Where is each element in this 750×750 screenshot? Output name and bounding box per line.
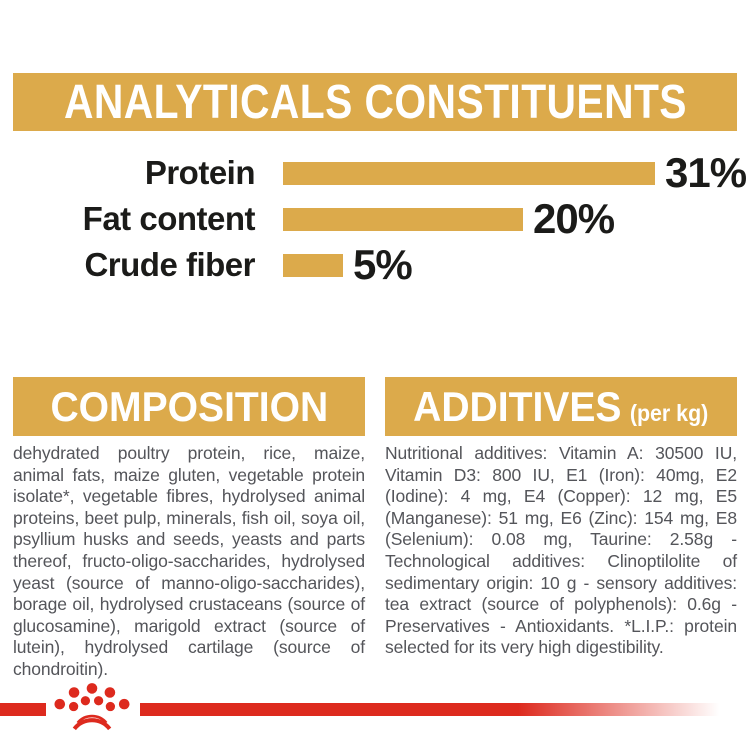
- bar-value: 20%: [533, 195, 615, 242]
- bar: [283, 207, 523, 231]
- additives-body: Nutritional additives: Vitamin A: 30500 …: [385, 443, 737, 658]
- additives-title-suffix: (per kg): [630, 399, 709, 426]
- chart-row: Fat content 20%: [0, 195, 750, 242]
- analyticals-title: ANALYTICALS CONSTITUENTS: [63, 75, 687, 129]
- analyticals-banner: ANALYTICALS CONSTITUENTS: [13, 73, 737, 131]
- composition-banner: COMPOSITION: [13, 377, 365, 436]
- additives-title: ADDITIVES (per kg): [413, 382, 709, 430]
- additives-banner: ADDITIVES (per kg): [385, 377, 737, 436]
- footer-rule-right: [140, 703, 750, 716]
- bar-label: Fat content: [82, 200, 256, 237]
- footer-rule-left: [0, 703, 46, 716]
- bar-chart: Protein 31% Fat content 20% Crude fiber 5%: [0, 149, 750, 288]
- bar-label: Protein: [144, 154, 256, 191]
- bar: [283, 161, 655, 185]
- bar-label: Crude fiber: [84, 246, 255, 283]
- bar-value: 31%: [665, 149, 747, 196]
- bar: [283, 253, 343, 277]
- composition-title: COMPOSITION: [50, 382, 328, 430]
- composition-body: dehydrated poultry protein, rice, maize,…: [13, 443, 365, 679]
- chart-row: Protein 31%: [0, 149, 750, 196]
- bar-value: 5%: [353, 241, 413, 288]
- chart-row: Crude fiber 5%: [0, 241, 750, 288]
- royal-canin-crown-icon: [54, 683, 130, 731]
